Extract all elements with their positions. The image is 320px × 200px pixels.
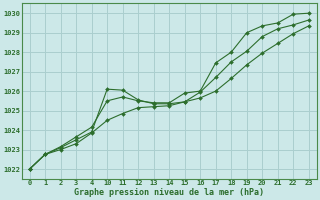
X-axis label: Graphe pression niveau de la mer (hPa): Graphe pression niveau de la mer (hPa) — [74, 188, 264, 197]
